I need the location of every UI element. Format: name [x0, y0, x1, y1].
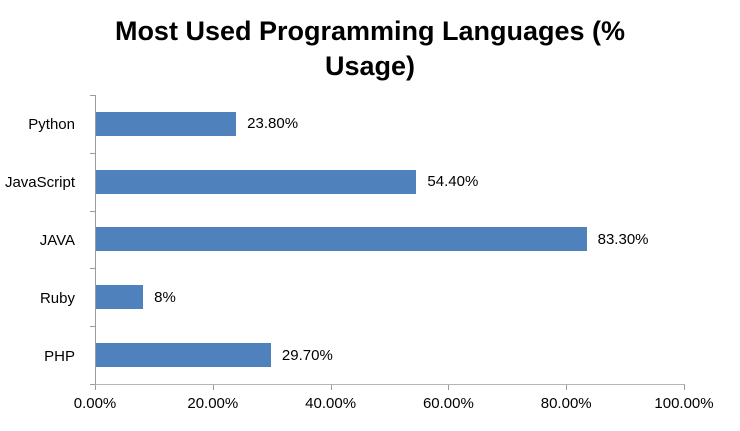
x-axis-tick-label: 80.00%: [540, 395, 592, 412]
category-label-java: JAVA: [39, 231, 75, 249]
x-axis-tick-label: 60.00%: [422, 395, 474, 412]
value-label: 83.30%: [597, 230, 649, 248]
y-axis-tick: [90, 152, 95, 154]
y-axis-tick: [90, 95, 95, 96]
x-axis-tick: [95, 385, 96, 390]
plot-area: 23.80% 54.40% 83.30% 8% 29.70%: [95, 95, 685, 385]
bar-ruby: [96, 285, 144, 310]
y-axis-category-labels: Python JavaScript JAVA Ruby PHP: [0, 95, 88, 385]
value-label: 54.40%: [427, 173, 479, 191]
x-axis-tick: [448, 385, 450, 390]
bar-row: 8%: [96, 268, 685, 326]
chart-title: Most Used Programming Languages (% Usage…: [114, 16, 626, 82]
bar-java: [96, 227, 587, 252]
bar-python: [96, 111, 237, 136]
bar-row: 83.30%: [96, 211, 685, 269]
bar-javascript: [96, 169, 417, 194]
bar-row: 23.80%: [96, 95, 685, 153]
y-axis-tick: [90, 268, 95, 270]
x-axis-tick-label: 0.00%: [73, 395, 117, 412]
x-axis-tick-label: 40.00%: [305, 395, 357, 412]
bar-row: 54.40%: [96, 153, 685, 211]
category-label-python: Python: [28, 115, 75, 133]
x-axis-tick: [212, 385, 214, 390]
value-label: 23.80%: [247, 115, 299, 133]
value-label: 29.70%: [281, 346, 333, 364]
value-label: 8%: [154, 288, 176, 306]
x-axis-tick: [684, 385, 685, 390]
x-axis-tick: [330, 385, 332, 390]
bar-row: 29.70%: [96, 326, 685, 384]
x-axis-tick-label: 20.00%: [187, 395, 239, 412]
category-label-ruby: Ruby: [39, 289, 75, 307]
y-axis-tick: [90, 210, 95, 212]
x-axis-tick: [566, 385, 568, 390]
x-axis-tick-label: 100.00%: [654, 395, 714, 412]
category-label-javascript: JavaScript: [4, 173, 75, 191]
y-axis-tick: [90, 326, 95, 328]
y-axis-tick: [90, 384, 95, 385]
bar-php: [96, 343, 271, 368]
category-label-php: PHP: [44, 347, 75, 365]
